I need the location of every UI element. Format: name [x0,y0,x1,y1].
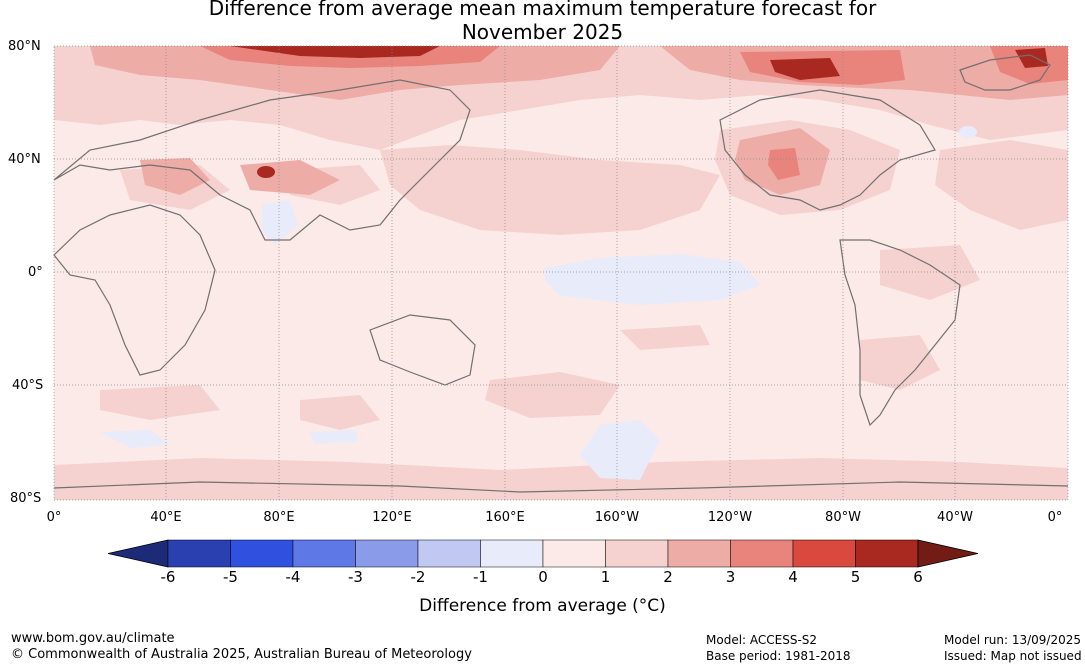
lat-label-40n: 40°N [8,152,41,167]
lon-label-160e: 160°E [485,510,525,525]
lon-label-0-east: 0° [1047,510,1063,525]
colorbar-tick-label: 2 [663,568,673,586]
lon-label-120w: 120°W [707,510,753,525]
colorbar-tick-label: -2 [410,568,426,586]
lon-label-0: 0° [46,510,62,525]
coastlines [53,54,1069,493]
colorbar-tick-label: -4 [285,568,301,586]
lon-label-40w: 40°W [937,510,973,525]
graticule [54,46,1068,500]
lon-label-160w: 160°W [594,510,640,525]
colorbar-segment [417,539,481,568]
colorbar-arrow-right [917,539,979,568]
colorbar-title: Difference from average (°C) [419,596,666,616]
lon-label-80e: 80°E [263,510,295,525]
colorbar-segment [167,539,231,568]
lat-label-40s: 40°S [12,378,44,393]
lat-label-80s: 80°S [10,491,42,506]
colorbar-tick-label: -6 [160,568,176,586]
colorbar-segment [480,539,544,568]
colorbar-segment [292,539,356,568]
colorbar-segment [542,539,606,568]
colorbar-segment [730,539,794,568]
colorbar-tick-label: 0 [538,568,548,586]
colorbar-tick-label: 6 [913,568,923,586]
colorbar-segment [667,539,731,568]
colorbar-segment [792,539,856,568]
colorbar-arrow-left [107,539,169,568]
anomaly-region-4-6 [230,46,1048,178]
colorbar-tick-label: -5 [223,568,238,586]
footer-issued: Issued: Map not issued [944,649,1082,663]
colorbar-tick-label: -1 [473,568,488,586]
anomaly-region-below-0 [100,126,977,480]
colorbar-segment [230,539,294,568]
colorbar-tick-label: 3 [725,568,736,586]
map-title: Difference from average mean maximum tem… [0,0,1085,44]
lon-label-80w: 80°W [825,510,861,525]
footer-copyright: © Commonwealth of Australia 2025, Austra… [11,647,472,662]
map-frame [53,45,1069,501]
colorbar-tick-label: 4 [788,568,798,586]
colorbar-segment [855,539,919,568]
colorbar-tick-label: 5 [850,568,861,586]
lat-label-80n: 80°N [8,39,41,54]
footer-website: www.bom.gov.au/climate [11,631,175,646]
colorbar-tick-label: -3 [348,568,363,586]
footer-model-run: Model run: 13/09/2025 [944,633,1082,647]
title-line-2: November 2025 [461,20,624,44]
lat-label-0: 0° [28,265,43,280]
footer-model: Model: ACCESS-S2 [706,633,818,647]
footer-base-period: Base period: 1981-2018 [706,649,851,663]
colorbar [107,539,979,568]
colorbar-tick-label: 1 [600,568,611,586]
lon-label-120e: 120°E [372,510,412,525]
colorbar-segment [605,539,669,568]
lon-label-40e: 40°E [150,510,182,525]
title-line-1: Difference from average mean maximum tem… [208,0,877,20]
colorbar-segment [355,539,419,568]
